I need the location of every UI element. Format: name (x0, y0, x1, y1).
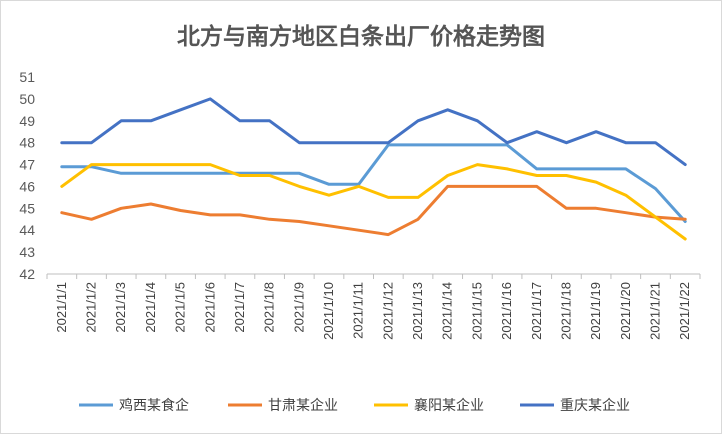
series-line (60, 184, 687, 237)
x-tick-label: 2021/1/11 (351, 282, 366, 339)
y-tick-label: 50 (19, 91, 35, 107)
x-tick-label: 2021/1/20 (618, 282, 633, 340)
x-tick-label: 2021/1/3 (113, 282, 128, 333)
x-tick-label: 2021/1/8 (262, 282, 277, 333)
y-tick-label: 48 (19, 135, 35, 151)
x-tick-label: 2021/1/17 (529, 282, 544, 340)
x-tick-label: 2021/1/12 (380, 282, 395, 340)
y-axis-ticks: 42 43 44 45 46 47 48 49 50 51 (19, 69, 35, 282)
x-tick-label: 2021/1/5 (173, 282, 188, 333)
legend-label: 鸡西某食企 (119, 397, 189, 414)
y-tick-label: 42 (19, 266, 35, 282)
x-tick-label: 2021/1/10 (321, 282, 336, 340)
y-tick-label: 43 (19, 244, 35, 260)
x-tick-label: 2021/1/16 (499, 282, 514, 340)
y-tick-label: 51 (19, 69, 35, 85)
y-tick-label: 46 (19, 178, 35, 194)
series-lines (60, 97, 687, 241)
series-line (60, 97, 687, 167)
chart-title: 北方与南方地区白条出厂价格走势图 (177, 23, 545, 50)
x-axis: 2021/1/1 2021/1/2 2021/1/3 2021/1/4 2021/1/5… (46, 273, 701, 340)
x-tick-label: 2021/1/21 (647, 282, 662, 340)
x-tick-label: 2021/1/14 (440, 282, 455, 340)
y-tick-label: 47 (19, 157, 35, 173)
x-tick-label: 2021/1/7 (232, 282, 247, 333)
x-tick-label: 2021/1/9 (291, 282, 306, 333)
series-line (60, 163, 687, 241)
legend-label: 重庆某企业 (560, 397, 630, 414)
x-tick-label: 2021/1/22 (677, 282, 692, 340)
x-tick-label: 2021/1/1 (54, 282, 69, 333)
y-tick-label: 45 (19, 200, 35, 216)
y-tick-label: 44 (19, 222, 35, 238)
x-tick-label: 2021/1/15 (469, 282, 484, 340)
x-tick-label: 2021/1/4 (143, 282, 158, 333)
x-tick-label: 2021/1/6 (202, 282, 217, 333)
x-tick-label: 2021/1/13 (410, 282, 425, 340)
x-tick-label: 2021/1/19 (588, 282, 603, 340)
legend: 鸡西某食企 甘肃某企业 襄阳某企业 重庆某企业 (79, 397, 630, 414)
x-tick-label: 2021/1/18 (558, 282, 573, 340)
y-tick-label: 49 (19, 113, 35, 129)
series-line (60, 143, 687, 223)
legend-label: 甘肃某企业 (268, 397, 338, 414)
x-tick-label: 2021/1/2 (84, 282, 99, 333)
legend-label: 襄阳某企业 (414, 397, 484, 414)
